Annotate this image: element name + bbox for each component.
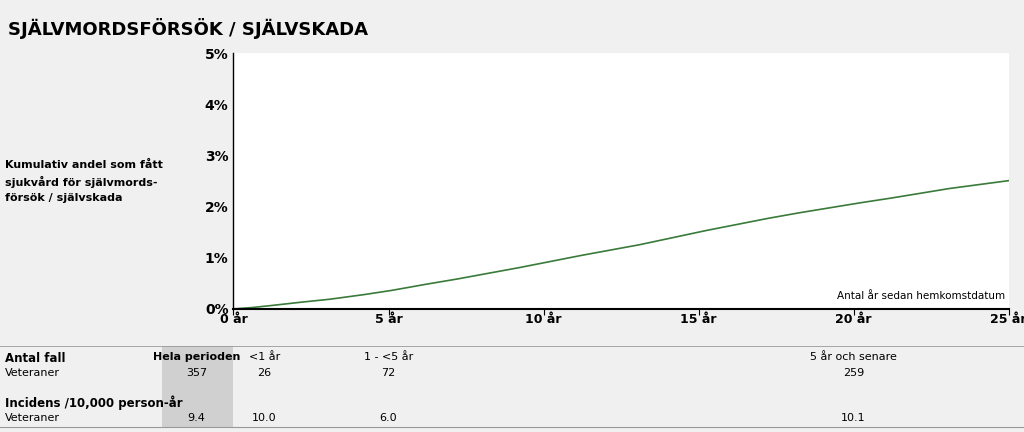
Text: Antal år sedan hemkomstdatum: Antal år sedan hemkomstdatum: [838, 291, 1006, 301]
Text: 72: 72: [381, 368, 395, 378]
Text: 6.0: 6.0: [380, 413, 397, 422]
Text: 26: 26: [257, 368, 271, 378]
Text: <1 år: <1 år: [249, 352, 281, 362]
Text: Antal fall: Antal fall: [5, 352, 66, 365]
Text: 10 år: 10 år: [525, 313, 562, 326]
Text: 1 - <5 år: 1 - <5 år: [364, 352, 413, 362]
Text: 20 år: 20 år: [836, 313, 871, 326]
Text: Veteraner: Veteraner: [5, 413, 60, 422]
Text: 5 år och senare: 5 år och senare: [810, 352, 897, 362]
Text: 25 år: 25 år: [990, 313, 1024, 326]
Text: 259: 259: [843, 368, 864, 378]
Text: Hela perioden: Hela perioden: [153, 352, 241, 362]
Text: Incidens /10,000 person-år: Incidens /10,000 person-år: [5, 395, 182, 410]
Text: SJÄLVMORDSFÖRSÖK / SJÄLVSKADA: SJÄLVMORDSFÖRSÖK / SJÄLVSKADA: [8, 18, 369, 39]
Text: 10.0: 10.0: [252, 413, 276, 422]
Text: Kumulativ andel som fått
sjukvård för självmords-
försök / självskada: Kumulativ andel som fått sjukvård för sj…: [5, 159, 163, 203]
Text: 10.1: 10.1: [842, 413, 866, 422]
Text: 9.4: 9.4: [187, 413, 206, 422]
Text: 357: 357: [186, 368, 207, 378]
Text: 15 år: 15 år: [680, 313, 717, 326]
Text: 5 år: 5 år: [375, 313, 402, 326]
Text: 0 år: 0 år: [219, 313, 248, 326]
Text: Veteraner: Veteraner: [5, 368, 60, 378]
